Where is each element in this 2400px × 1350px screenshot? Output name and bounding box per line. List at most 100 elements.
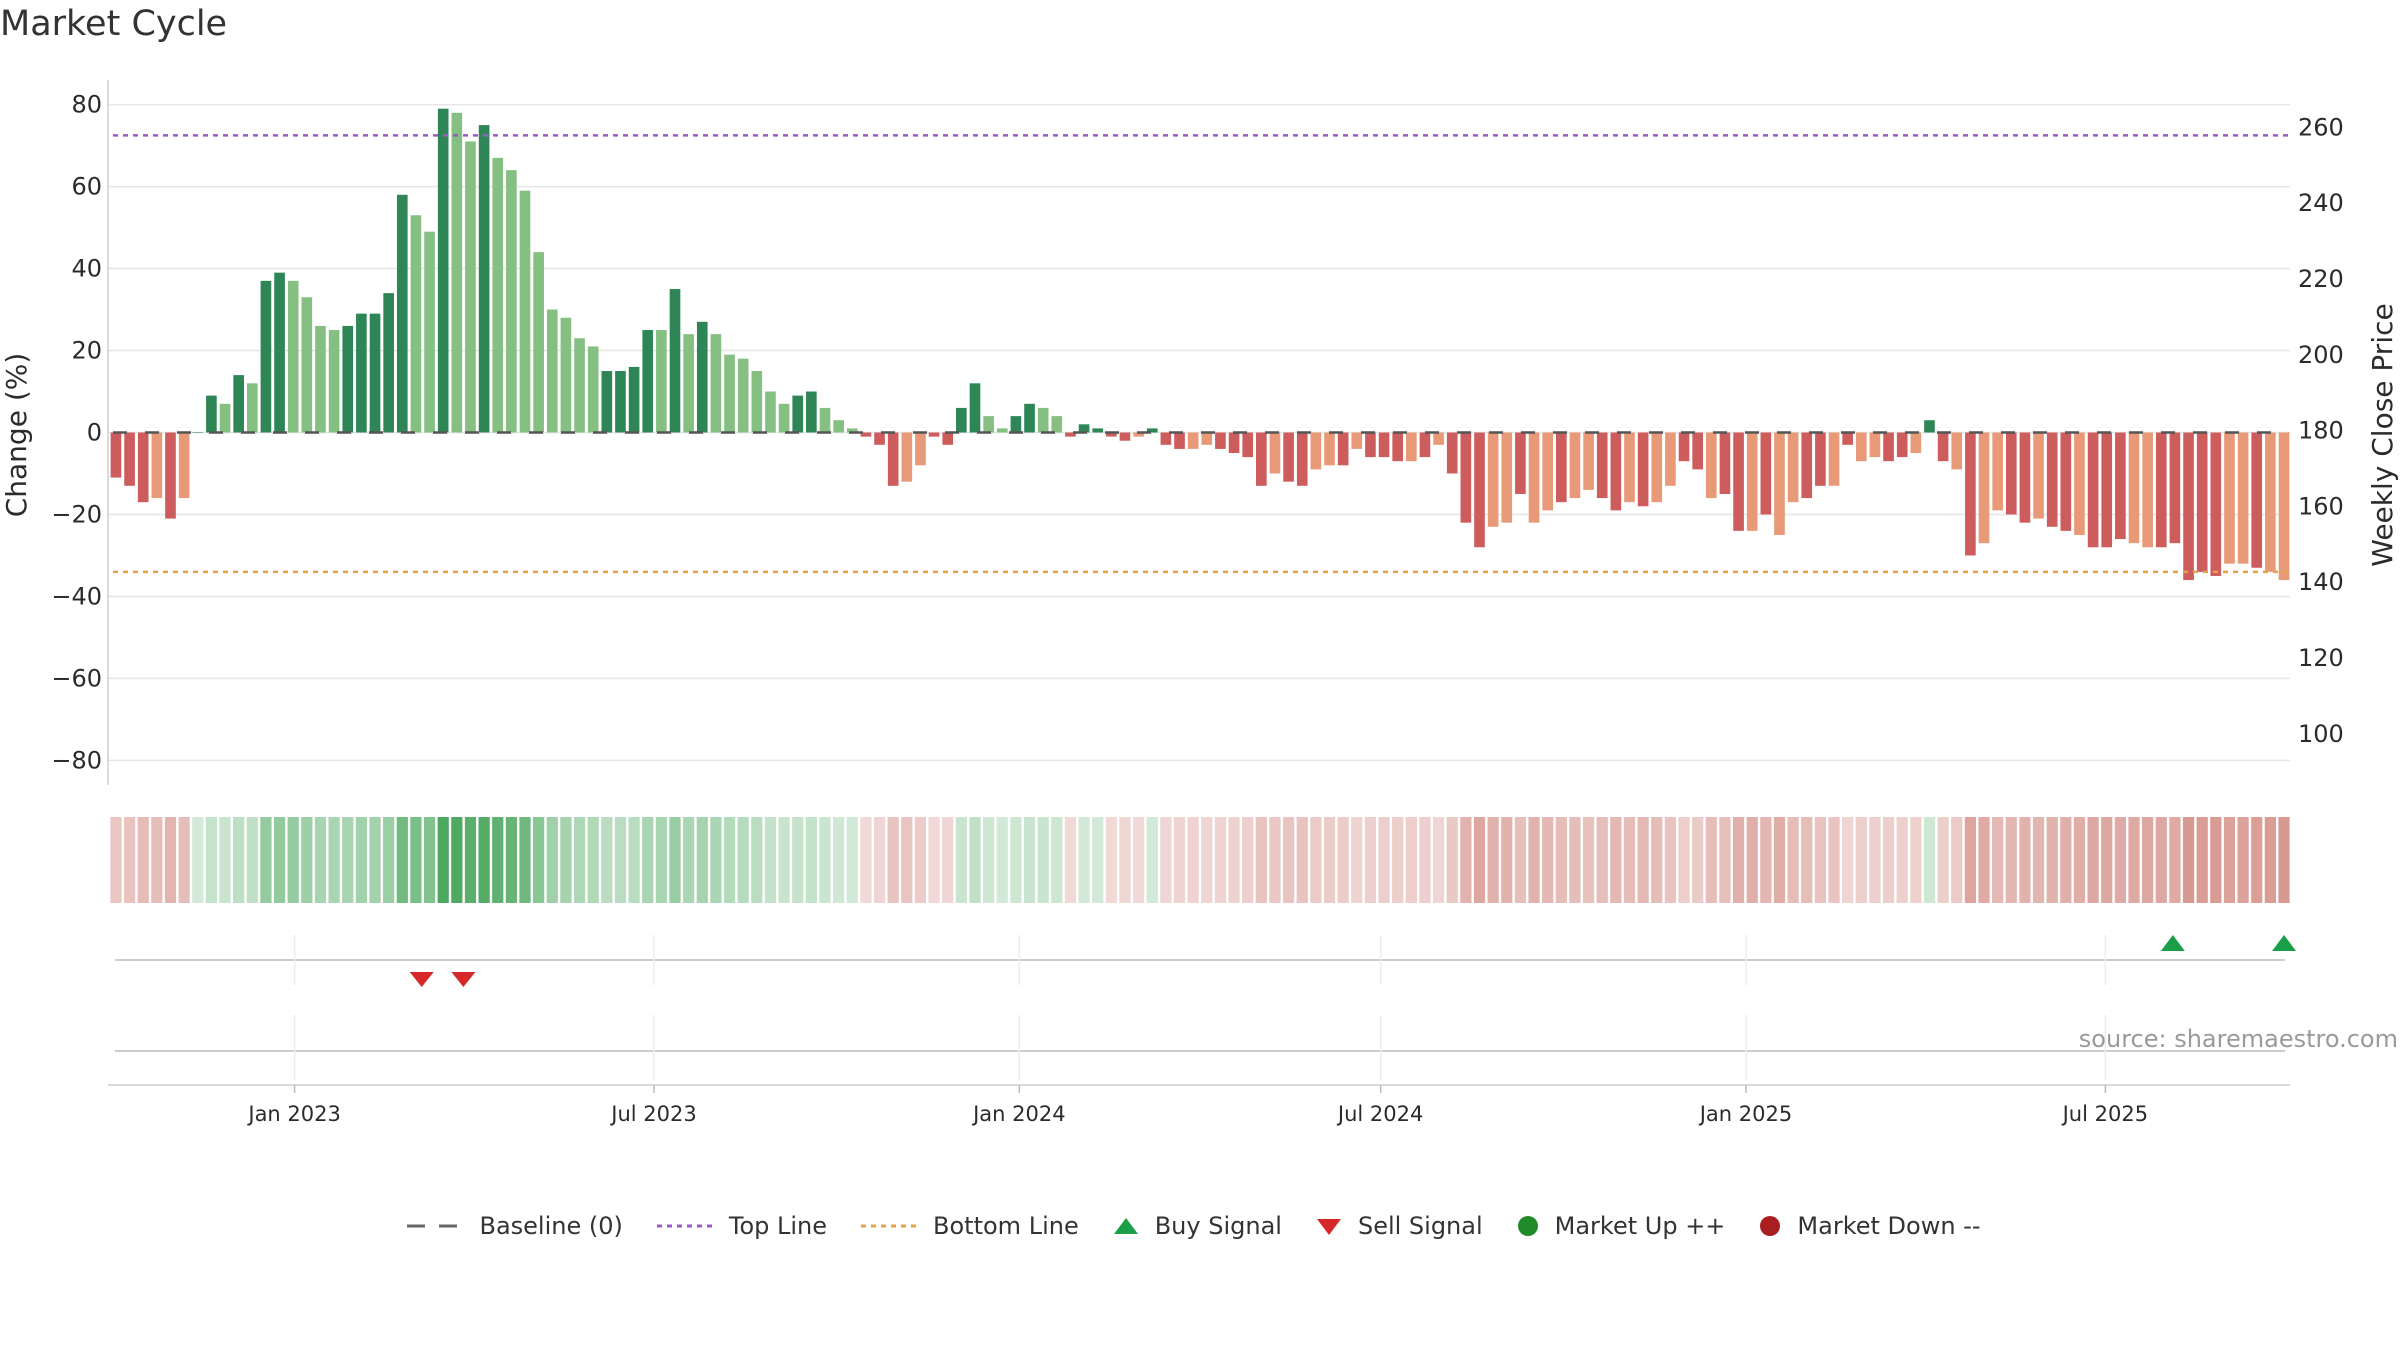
bar [1569,432,1581,499]
bar [260,280,272,433]
bar [465,141,476,433]
bar [1528,432,1540,523]
heat-cell [1023,817,1036,903]
heat-cell [1664,817,1677,903]
heat-cell [1173,817,1186,903]
bar [1106,432,1117,437]
bar [874,432,885,445]
heat-cell [642,817,654,903]
legend-sell-signal: Sell Signal [1314,1212,1483,1240]
heat-cell [614,817,627,903]
bar [451,112,463,433]
bar [1337,432,1349,466]
heat-cell [2169,817,2181,903]
heat-cell [1787,817,1799,903]
heat-cell [1269,817,1281,903]
bar [533,252,544,433]
heat-cell [1228,817,1240,903]
bar [928,432,940,437]
left-y-ticks: −80 −60 −40 −20 0 20 40 60 80 [51,91,102,775]
bar [587,346,599,433]
bar [710,334,722,433]
heat-cell [1992,817,2004,903]
heat-cell [110,817,122,903]
bar [2265,432,2276,572]
heat-cell [696,817,708,903]
heat-cell [1623,817,1636,903]
bar [1065,432,1076,437]
heat-cell [1610,817,1622,903]
bar [151,432,163,499]
heat-cell [1460,817,1472,903]
bar [2046,432,2058,527]
legend-market-up-label: Market Up ++ [1554,1212,1726,1240]
bar [2005,432,2017,515]
sell-signal-marker [451,972,476,987]
bar [410,215,422,433]
heat-cell [1051,817,1063,903]
heat-cell [819,817,831,903]
heat-cell [1678,817,1690,903]
heat-cell [723,817,736,903]
bar [1474,432,1485,548]
heat-cell [655,817,667,903]
bar [437,108,449,433]
bar [356,313,367,433]
bar [1078,424,1090,433]
heat-cell [1855,817,1867,903]
bar [287,280,299,433]
heat-cell [833,817,845,903]
heat-cell [1828,817,1840,903]
bar [1160,432,1172,445]
bar [1187,432,1199,449]
heat-cell [205,817,218,903]
source-note: source: sharemaestro.com [2079,1025,2398,1053]
bar [1801,432,1813,499]
bar [846,428,858,433]
bar [1924,420,1935,433]
bar [1433,432,1444,445]
bar [1651,432,1663,503]
heat-cell [2073,817,2086,903]
bar [2183,432,2194,581]
bar [1746,432,1758,531]
heat-cell [1337,817,1349,903]
bar [1583,432,1594,490]
bar [1201,432,1213,445]
bar [1692,432,1703,470]
bar [396,194,408,433]
y2-tick-label: 160 [2298,492,2344,520]
heat-cell [1446,817,1458,903]
heat-cell [233,817,245,903]
heat-cell [1255,817,1267,903]
heat-cell [2182,817,2195,903]
bar [819,407,831,433]
bar [2033,432,2044,519]
bar-series [110,108,2290,581]
heat-cell [1392,817,1404,903]
bar [956,407,967,433]
heat-cell [1651,817,1663,903]
heat-cell [246,817,258,903]
heat-cell [1473,817,1486,903]
legend-bottom-line-label: Bottom Line [933,1212,1079,1240]
bar [724,354,735,433]
heat-cell [123,817,136,903]
heat-cell [2196,817,2208,903]
heat-cell [1487,817,1499,903]
heat-cell [1732,817,1745,903]
heat-cell [478,817,490,903]
bar [1596,432,1608,499]
bar [1406,432,1417,462]
bar [246,383,258,433]
legend-bottom-line: Bottom Line [859,1212,1079,1240]
bar [1146,428,1158,433]
bar [233,375,244,433]
x-tick-label: Jul 2023 [609,1102,696,1126]
bar [969,383,981,433]
bar [1283,432,1294,482]
heat-cell [1514,817,1527,903]
heat-cell [2032,817,2045,903]
heat-cell [873,817,886,903]
bar [2074,432,2085,535]
